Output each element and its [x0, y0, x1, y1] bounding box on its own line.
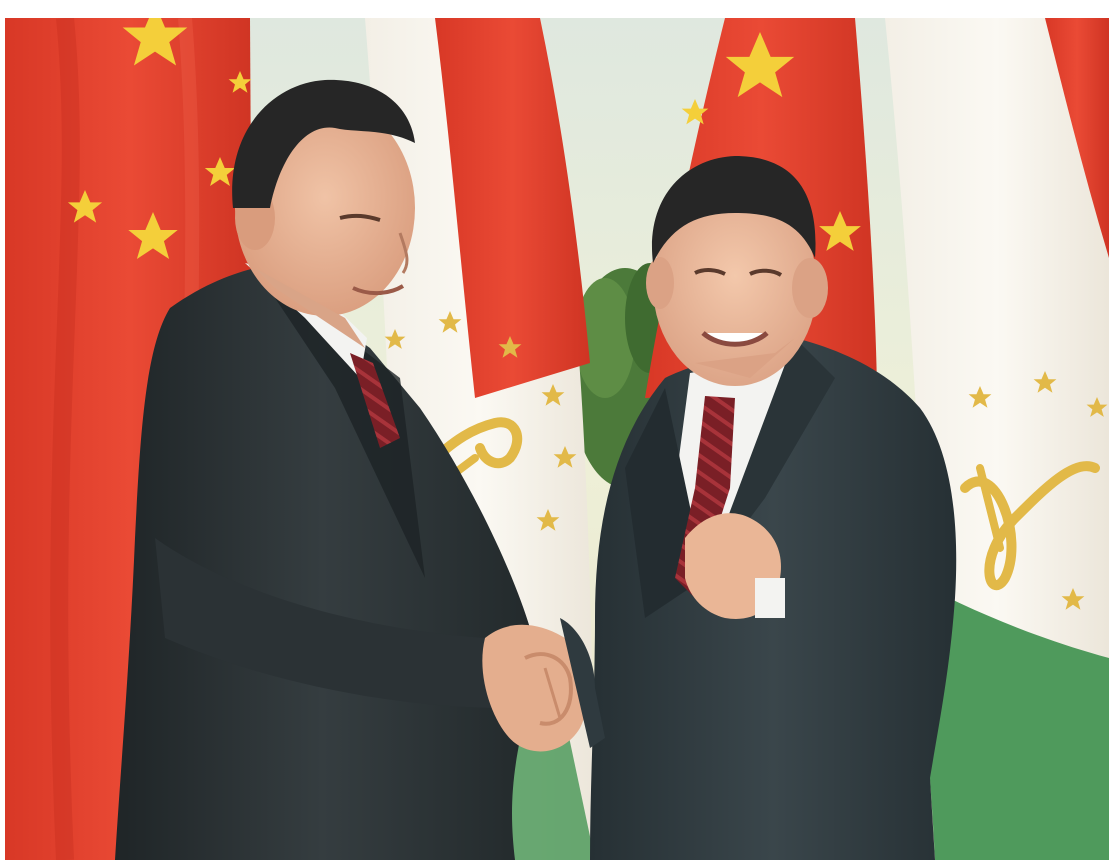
shirt-left: [245, 263, 367, 378]
man-right: [590, 156, 957, 860]
photograph: [5, 18, 1109, 860]
head-right: [653, 186, 817, 386]
hair-right: [651, 156, 816, 263]
handshake: [482, 618, 605, 752]
photo-scene: [5, 18, 1109, 860]
tie-left: [350, 353, 400, 448]
hair-left: [232, 79, 415, 208]
man-left: [115, 79, 530, 860]
suit-left: [115, 268, 530, 860]
